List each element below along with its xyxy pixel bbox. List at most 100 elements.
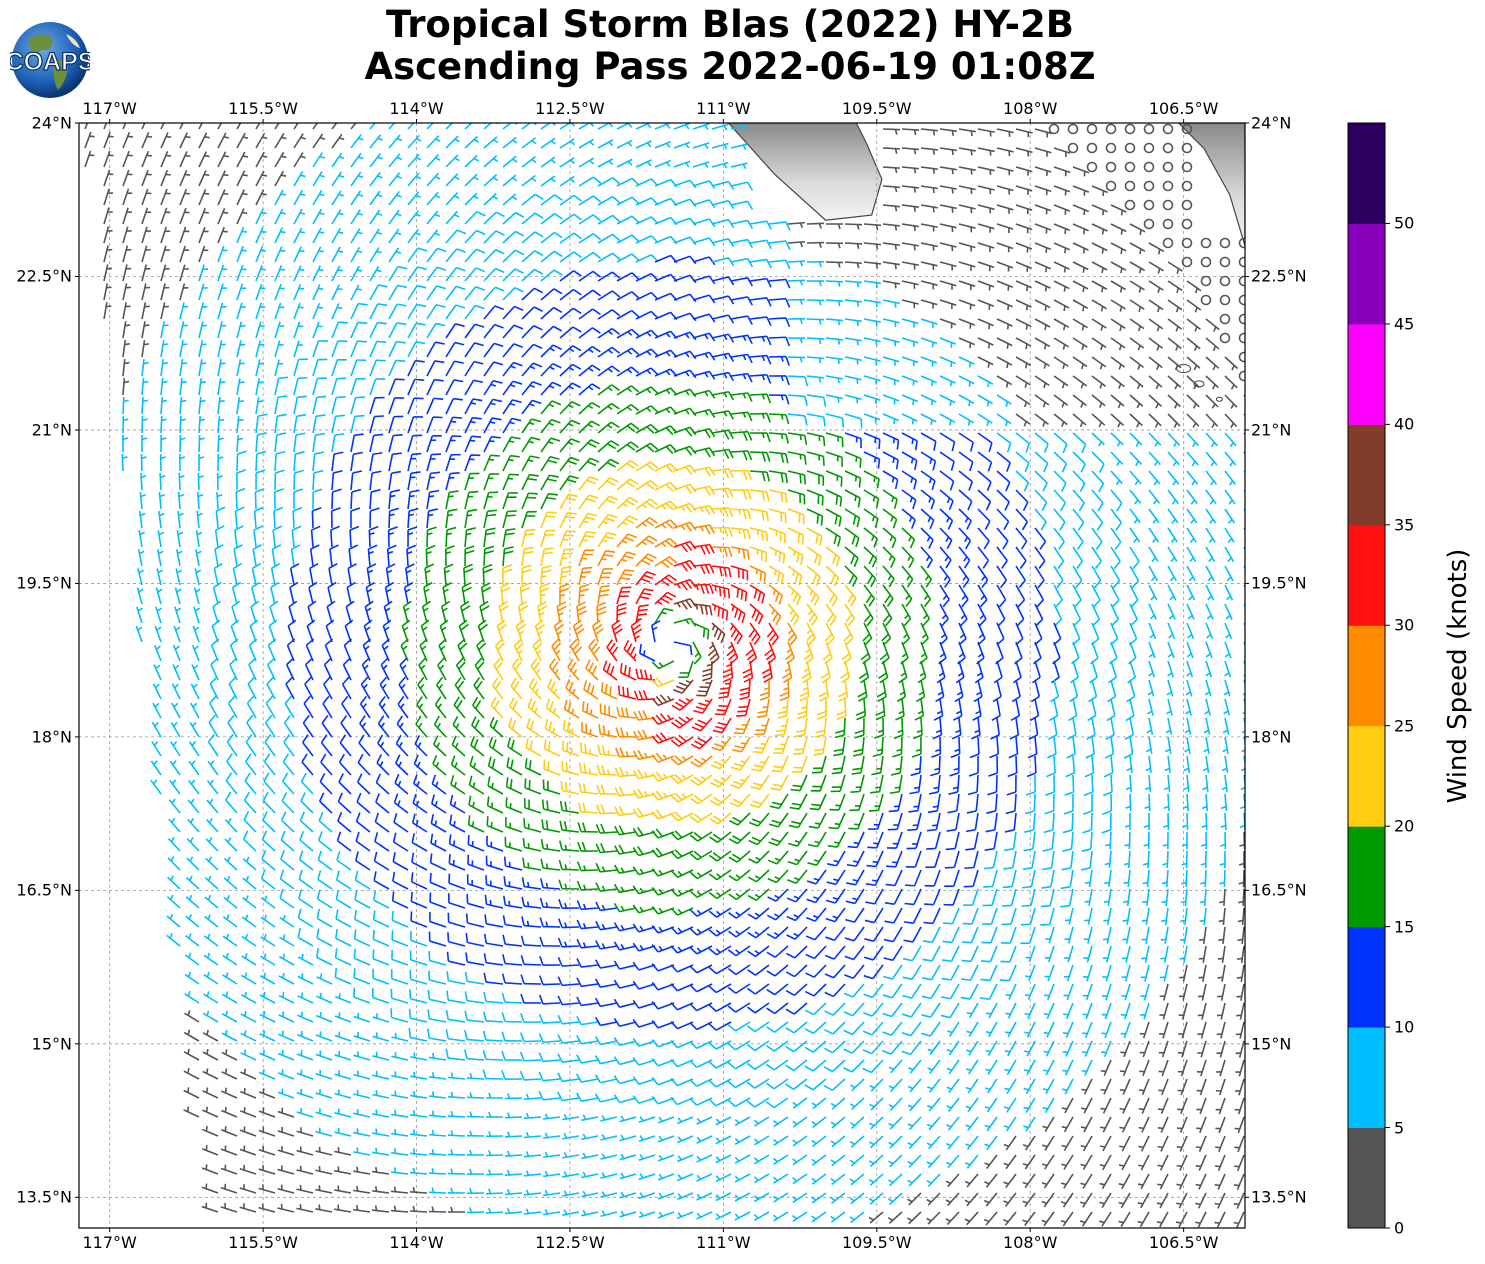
barb-shaft xyxy=(272,530,276,548)
barb-half-feather xyxy=(755,569,759,575)
barb-shaft xyxy=(1148,470,1161,485)
barb-shaft xyxy=(350,228,361,244)
barb-feather xyxy=(435,341,445,345)
barb-feather xyxy=(1057,560,1065,570)
wind-barb xyxy=(464,435,482,453)
barb-feather xyxy=(631,215,640,224)
barb-feather xyxy=(929,519,935,530)
barb-half-feather xyxy=(943,575,949,581)
barb-shaft xyxy=(1072,451,1086,465)
barb-shaft xyxy=(939,261,957,268)
barb-feather xyxy=(273,506,284,512)
barb-feather xyxy=(475,286,485,291)
barb-feather xyxy=(533,343,543,350)
barb-feather xyxy=(530,455,540,459)
barb-half-feather xyxy=(1170,537,1176,543)
wind-barb xyxy=(293,432,306,453)
barb-shaft xyxy=(901,508,916,521)
wind-barb xyxy=(673,350,697,360)
wind-barb xyxy=(369,321,387,339)
barb-feather xyxy=(611,346,621,354)
barb-feather xyxy=(704,544,711,555)
wind-barb xyxy=(179,226,190,244)
wind-barb xyxy=(616,459,639,472)
barb-shaft xyxy=(293,170,304,187)
wind-barb xyxy=(616,366,640,377)
barb-shaft xyxy=(137,568,143,586)
barb-feather xyxy=(309,562,319,569)
barb-feather xyxy=(533,306,543,313)
barb-shaft xyxy=(217,397,221,415)
wind-barb xyxy=(1110,413,1125,428)
barb-shaft xyxy=(233,549,238,567)
wind-barb xyxy=(692,466,716,477)
barb-feather xyxy=(1021,521,1028,531)
wind-barb xyxy=(711,257,735,267)
wind-barb xyxy=(1015,413,1031,427)
barb-feather xyxy=(553,306,563,314)
barb-shaft xyxy=(1072,508,1085,523)
barb-half-feather xyxy=(1098,421,1103,428)
barb-feather xyxy=(814,553,819,564)
barb-shaft xyxy=(521,193,536,206)
barb-half-feather xyxy=(338,212,344,216)
barb-half-feather xyxy=(140,474,147,479)
barb-half-feather xyxy=(473,176,479,181)
barb-shaft xyxy=(939,375,956,384)
barb-half-feather xyxy=(986,420,990,427)
barb-shaft xyxy=(214,530,219,548)
wind-barb xyxy=(426,378,444,396)
barb-feather xyxy=(534,250,544,257)
barb-shaft xyxy=(217,264,225,282)
wind-barb xyxy=(1072,413,1087,428)
barb-feather xyxy=(437,247,447,253)
wind-barb xyxy=(1105,161,1117,173)
barb-half-feather xyxy=(337,287,343,291)
barb-feather xyxy=(664,576,674,584)
barb-shaft xyxy=(217,434,220,453)
barb-half-feather xyxy=(837,358,840,365)
barb-shaft xyxy=(806,337,825,340)
barb-shaft xyxy=(464,211,478,225)
barb-half-feather xyxy=(970,130,973,137)
wind-barb xyxy=(388,247,402,263)
barb-half-feather xyxy=(1079,421,1084,428)
barb-shaft xyxy=(844,356,862,362)
wind-barb xyxy=(559,419,581,434)
wind-barb xyxy=(1162,237,1174,249)
barb-shaft xyxy=(367,549,371,567)
barb-feather xyxy=(727,391,735,401)
barb-shaft xyxy=(825,356,843,361)
wind-barb xyxy=(939,584,950,608)
barb-shaft xyxy=(194,568,200,586)
barb-shaft xyxy=(559,288,574,301)
wind-barb xyxy=(711,448,734,460)
barb-feather xyxy=(895,459,899,470)
wind-barb xyxy=(635,329,659,339)
barb-shaft xyxy=(1205,603,1214,620)
barb-feather xyxy=(728,488,734,498)
barb-shaft xyxy=(730,372,748,377)
wind-barb xyxy=(521,510,537,529)
barb-feather xyxy=(213,562,223,570)
barb-shaft xyxy=(1110,356,1126,368)
wind-barb xyxy=(217,434,224,453)
wind-barb xyxy=(1129,470,1142,486)
barb-feather xyxy=(471,435,482,438)
barb-shaft xyxy=(407,134,420,149)
barb-half-feather xyxy=(1209,499,1215,505)
barb-shaft xyxy=(635,178,652,187)
barb-shaft xyxy=(635,197,652,206)
barb-feather xyxy=(835,495,839,505)
wind-barb xyxy=(350,228,363,244)
barb-shaft xyxy=(616,253,633,263)
barb-shaft xyxy=(882,337,900,344)
barb-shaft xyxy=(312,359,319,377)
barb-half-feather xyxy=(489,421,496,424)
barb-feather xyxy=(945,559,952,569)
barb-shaft xyxy=(502,230,516,244)
wind-barb xyxy=(177,491,185,510)
barb-half-feather xyxy=(761,432,765,439)
barb-feather xyxy=(867,574,874,584)
wind-barb xyxy=(346,581,356,605)
